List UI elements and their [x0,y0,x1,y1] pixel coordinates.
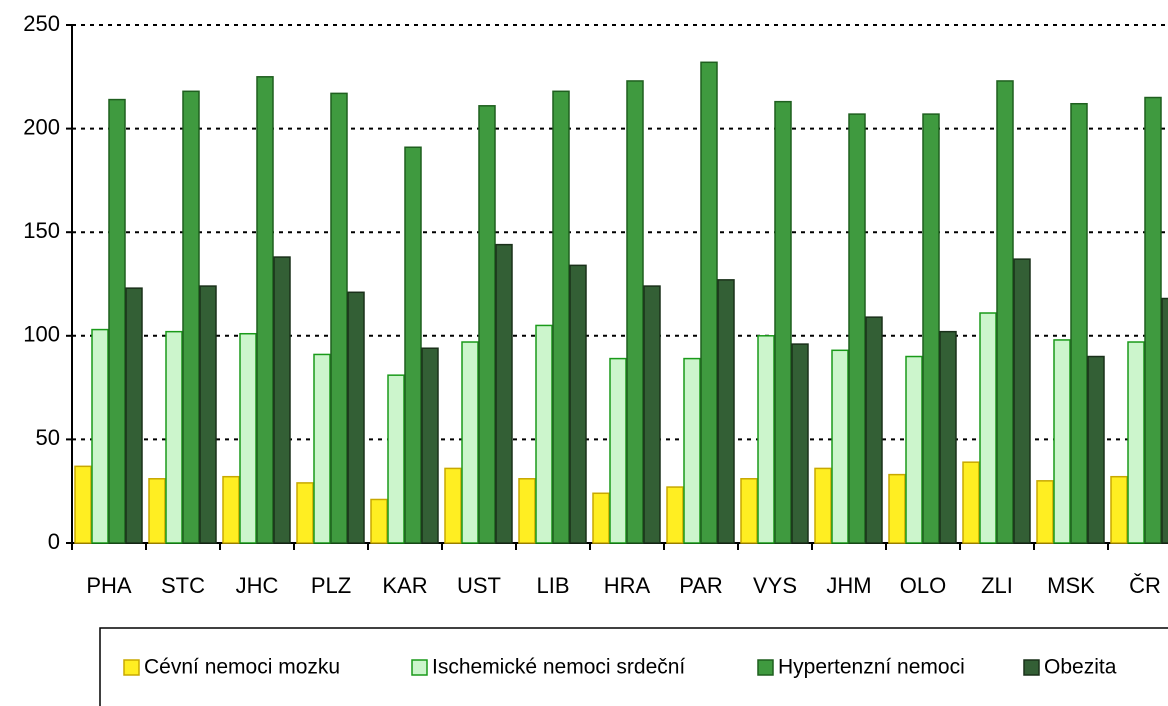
legend-label: Hypertenzní nemoci [778,656,965,679]
bar [683,357,701,544]
y-tick-label: 250 [23,11,60,36]
x-tick-label: OLO [900,573,946,598]
bar [404,146,422,544]
bar [1110,475,1128,544]
y-tick-label: 0 [48,529,60,554]
bar [1013,258,1031,544]
bar [478,105,496,544]
x-tick-label: MSK [1047,573,1095,598]
bar [740,478,758,544]
bar [905,355,923,544]
legend-label: Cévní nemoci mozku [144,656,340,679]
bar [148,478,166,544]
bar [609,357,627,544]
bar [831,349,849,544]
bar [700,61,718,544]
legend-swatch [123,659,140,676]
bar [774,100,792,544]
y-tick-label: 100 [23,322,60,347]
bar [888,473,906,544]
y-tick-label: 50 [36,425,60,450]
legend-label: Obezita [1044,656,1117,679]
x-tick-label: PHA [86,573,132,598]
x-tick-label: ZLI [981,573,1013,598]
bar [222,475,240,544]
bar [108,98,126,544]
bar [495,243,513,544]
y-tick-label: 150 [23,218,60,243]
bar [757,335,775,544]
bar [552,90,570,544]
legend-swatch [1023,659,1040,676]
bar [330,92,348,544]
bar [273,256,291,544]
bar [717,279,735,544]
x-tick-label: LIB [536,573,569,598]
x-tick-label: HRA [604,573,651,598]
x-tick-label: UST [457,573,501,598]
legend-box [99,627,1168,706]
bar [125,287,143,544]
bar [922,113,940,544]
x-tick-label: PLZ [311,573,351,598]
bar [848,113,866,544]
bar [939,330,957,544]
bar [165,330,183,544]
bar [643,285,661,544]
x-tick-label: ČR [1129,573,1161,598]
bar [1161,297,1168,544]
legend-swatch [411,659,428,676]
x-tick-label: VYS [753,573,797,598]
bar [461,341,479,544]
legend-label: Ischemické nemoci srdeční [432,656,685,679]
bar [313,353,331,544]
bar [626,80,644,544]
bar [256,76,274,544]
x-tick-label: STC [161,573,205,598]
bar [535,324,553,544]
bar [592,492,610,544]
legend-swatch [757,659,774,676]
bar [347,291,365,544]
bar [444,467,462,544]
bar [1127,341,1145,544]
bar [387,374,405,544]
bar [979,312,997,544]
x-tick-label: PAR [679,573,723,598]
bar [296,482,314,544]
y-tick-label: 200 [23,114,60,139]
bar [1144,96,1162,544]
bar [996,80,1014,544]
bar [91,328,109,544]
bar [666,486,684,544]
bar [199,285,217,544]
x-tick-label: JHM [826,573,871,598]
bar [569,264,587,544]
bar [1070,102,1088,544]
bar [518,478,536,544]
bar [1036,480,1054,544]
bar [1053,339,1071,544]
bar [814,467,832,544]
bar [1087,355,1105,544]
x-tick-label: KAR [382,573,427,598]
bar [962,461,980,544]
bar [370,498,388,544]
bar [421,347,439,544]
bar [74,465,92,544]
bar [865,316,883,544]
bar [182,90,200,544]
bar [239,332,257,544]
bar [791,343,809,544]
x-tick-label: JHC [236,573,279,598]
